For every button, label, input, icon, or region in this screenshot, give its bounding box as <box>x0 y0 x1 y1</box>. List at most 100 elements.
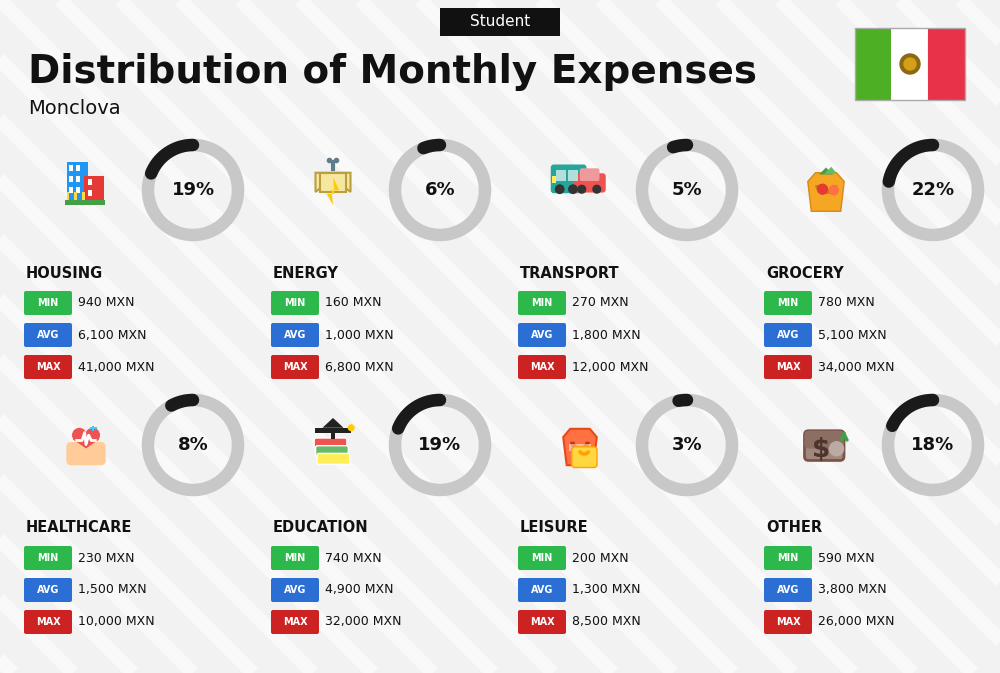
Polygon shape <box>73 439 99 448</box>
Text: 22%: 22% <box>911 181 955 199</box>
FancyBboxPatch shape <box>855 28 891 100</box>
Text: AVG: AVG <box>37 330 59 340</box>
Text: MIN: MIN <box>777 553 799 563</box>
Text: 1,500 MXN: 1,500 MXN <box>78 583 147 596</box>
Text: Monclova: Monclova <box>28 98 121 118</box>
Text: MIN: MIN <box>284 553 306 563</box>
Circle shape <box>578 185 586 193</box>
FancyBboxPatch shape <box>320 173 346 192</box>
Text: 780 MXN: 780 MXN <box>818 297 875 310</box>
FancyBboxPatch shape <box>92 425 94 431</box>
FancyBboxPatch shape <box>580 168 600 181</box>
FancyBboxPatch shape <box>568 170 578 181</box>
Text: MIN: MIN <box>531 553 553 563</box>
FancyBboxPatch shape <box>74 192 77 200</box>
Circle shape <box>86 429 99 441</box>
Text: 8,500 MXN: 8,500 MXN <box>572 616 641 629</box>
FancyBboxPatch shape <box>68 176 73 182</box>
FancyBboxPatch shape <box>24 578 72 602</box>
FancyBboxPatch shape <box>764 578 812 602</box>
Text: MAX: MAX <box>776 362 800 372</box>
Text: 32,000 MXN: 32,000 MXN <box>325 616 402 629</box>
Text: AVG: AVG <box>284 330 306 340</box>
Text: Student: Student <box>470 15 530 30</box>
Circle shape <box>904 58 916 70</box>
Text: 19%: 19% <box>418 436 462 454</box>
FancyBboxPatch shape <box>764 355 812 379</box>
FancyBboxPatch shape <box>84 176 104 201</box>
Circle shape <box>593 185 601 193</box>
Text: EDUCATION: EDUCATION <box>273 520 369 536</box>
Text: AVG: AVG <box>777 330 799 340</box>
Text: 8%: 8% <box>178 436 208 454</box>
FancyBboxPatch shape <box>90 427 97 429</box>
FancyBboxPatch shape <box>804 431 844 460</box>
FancyBboxPatch shape <box>518 323 566 347</box>
FancyBboxPatch shape <box>65 200 105 205</box>
FancyBboxPatch shape <box>569 444 591 450</box>
Text: 10,000 MXN: 10,000 MXN <box>78 616 155 629</box>
Text: 590 MXN: 590 MXN <box>818 551 875 565</box>
Text: 740 MXN: 740 MXN <box>325 551 382 565</box>
FancyBboxPatch shape <box>804 431 844 448</box>
Text: LEISURE: LEISURE <box>520 520 589 536</box>
FancyBboxPatch shape <box>928 28 965 100</box>
FancyBboxPatch shape <box>764 610 812 634</box>
FancyBboxPatch shape <box>271 291 319 315</box>
Text: 3,800 MXN: 3,800 MXN <box>818 583 887 596</box>
Text: AVG: AVG <box>531 330 553 340</box>
Circle shape <box>73 429 86 441</box>
Circle shape <box>556 185 564 193</box>
Text: 41,000 MXN: 41,000 MXN <box>78 361 154 374</box>
FancyBboxPatch shape <box>76 187 80 193</box>
Text: 6%: 6% <box>425 181 455 199</box>
Text: 34,000 MXN: 34,000 MXN <box>818 361 895 374</box>
Text: MAX: MAX <box>530 617 554 627</box>
Polygon shape <box>327 177 339 205</box>
Circle shape <box>900 54 920 74</box>
Polygon shape <box>315 428 351 433</box>
FancyBboxPatch shape <box>67 192 69 200</box>
FancyBboxPatch shape <box>891 28 927 100</box>
Text: AVG: AVG <box>284 585 306 595</box>
Text: TRANSPORT: TRANSPORT <box>520 266 620 281</box>
Text: 230 MXN: 230 MXN <box>78 551 134 565</box>
FancyBboxPatch shape <box>24 291 72 315</box>
Text: 270 MXN: 270 MXN <box>572 297 629 310</box>
Circle shape <box>818 184 827 194</box>
FancyBboxPatch shape <box>67 162 88 201</box>
Text: MIN: MIN <box>37 298 59 308</box>
FancyBboxPatch shape <box>518 546 566 570</box>
FancyBboxPatch shape <box>518 291 566 315</box>
Polygon shape <box>819 168 833 174</box>
Text: MIN: MIN <box>37 553 59 563</box>
Polygon shape <box>316 173 351 192</box>
Text: MAX: MAX <box>776 617 800 627</box>
Text: 19%: 19% <box>171 181 215 199</box>
Circle shape <box>334 158 339 163</box>
FancyBboxPatch shape <box>317 454 350 464</box>
Text: 160 MXN: 160 MXN <box>325 297 382 310</box>
FancyBboxPatch shape <box>271 578 319 602</box>
FancyBboxPatch shape <box>271 355 319 379</box>
Text: MIN: MIN <box>531 298 553 308</box>
FancyBboxPatch shape <box>518 355 566 379</box>
Text: MAX: MAX <box>36 617 60 627</box>
Text: 12,000 MXN: 12,000 MXN <box>572 361 648 374</box>
FancyBboxPatch shape <box>88 190 92 197</box>
FancyBboxPatch shape <box>271 323 319 347</box>
Text: MIN: MIN <box>777 298 799 308</box>
FancyBboxPatch shape <box>68 165 73 171</box>
Text: OTHER: OTHER <box>766 520 822 536</box>
Text: Distribution of Monthly Expenses: Distribution of Monthly Expenses <box>28 53 757 91</box>
FancyBboxPatch shape <box>82 192 85 200</box>
Polygon shape <box>563 429 597 465</box>
Circle shape <box>327 158 332 163</box>
Text: 5%: 5% <box>672 181 702 199</box>
Text: MAX: MAX <box>36 362 60 372</box>
Text: 4,900 MXN: 4,900 MXN <box>325 583 394 596</box>
Circle shape <box>830 441 844 456</box>
Text: AVG: AVG <box>531 585 553 595</box>
FancyBboxPatch shape <box>518 610 566 634</box>
FancyBboxPatch shape <box>440 8 560 36</box>
